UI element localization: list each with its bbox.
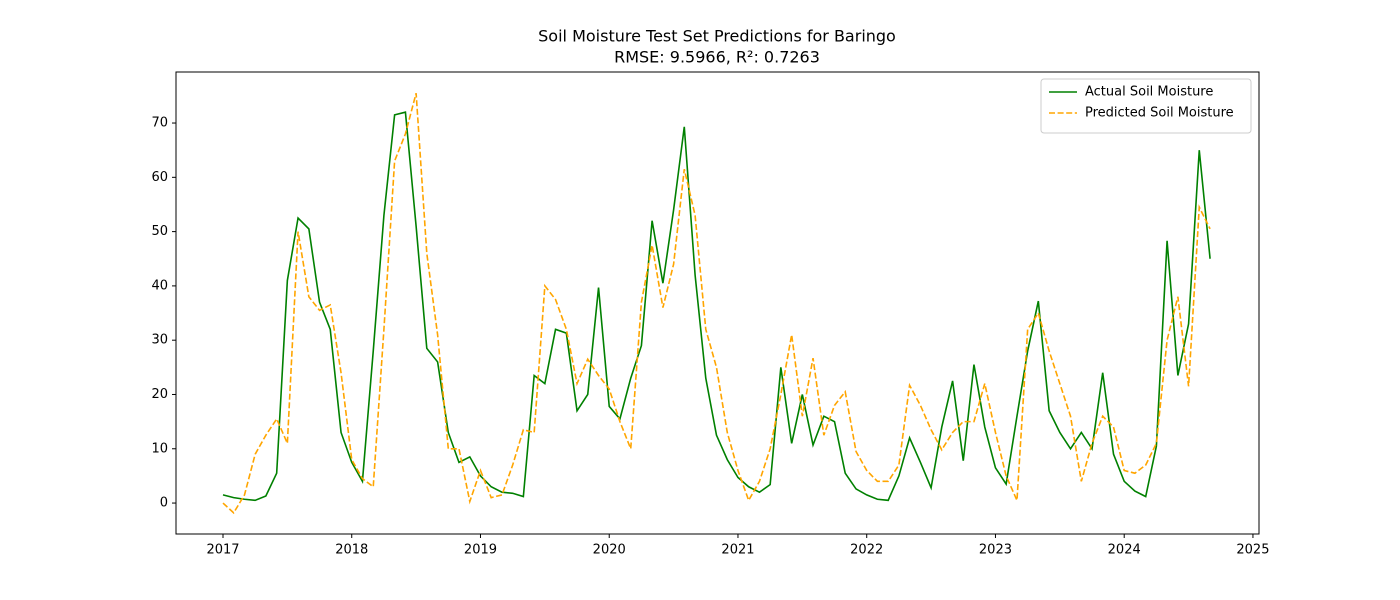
data-line	[222, 92, 1211, 515]
x-tick-label: 2022	[850, 543, 883, 558]
y-tick-label: 20	[151, 387, 168, 402]
legend-box	[1040, 78, 1252, 134]
y-tick-label: 10	[151, 441, 168, 456]
y-tick-label: 70	[151, 116, 168, 131]
y-tick-label: 50	[151, 224, 168, 239]
legend-label: Actual Soil Moisture	[1085, 85, 1213, 100]
x-tick-label: 2023	[979, 543, 1012, 558]
x-tick-label: 2025	[1236, 543, 1269, 558]
y-tick-label: 60	[151, 170, 168, 185]
x-tick-label: 2017	[206, 543, 239, 558]
x-tick-label: 2018	[335, 543, 368, 558]
y-tick-label: 0	[160, 496, 168, 511]
data-line	[222, 111, 1211, 502]
y-tick-label: 30	[151, 333, 168, 348]
legend-label: Predicted Soil Moisture	[1085, 106, 1234, 121]
plot-frame	[175, 71, 1260, 535]
y-tick-label: 40	[151, 278, 168, 293]
chart-subtitle: RMSE: 9.5966, R²: 0.7263	[614, 48, 820, 67]
chart-title: Soil Moisture Test Set Predictions for B…	[538, 27, 896, 46]
x-tick-label: 2024	[1108, 543, 1141, 558]
legend: Actual Soil Moisture Predicted Soil Moist…	[1040, 78, 1252, 134]
x-tick-label: 2021	[721, 543, 754, 558]
x-tick-label: 2019	[464, 543, 497, 558]
x-tick-label: 2020	[593, 543, 626, 558]
